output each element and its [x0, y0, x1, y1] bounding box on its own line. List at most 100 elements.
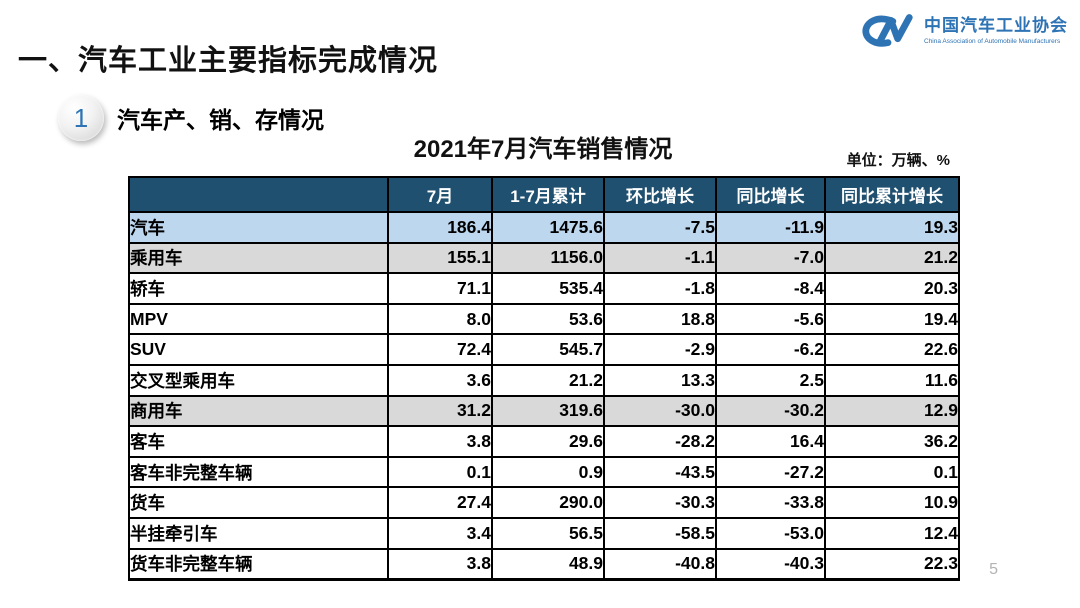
logo-name-en: China Association of Automobile Manufact… — [924, 37, 1061, 45]
table-row: 客车非完整车辆 0.1 0.9 -43.5 -27.2 0.1 — [128, 455, 960, 489]
row-value: -11.9 — [715, 211, 826, 244]
row-value: -30.3 — [603, 486, 717, 519]
row-value: -1.8 — [603, 272, 717, 305]
row-value: -58.5 — [603, 516, 717, 550]
row-value: 1156.0 — [491, 241, 605, 275]
row-value: 19.3 — [824, 211, 960, 244]
row-value: 10.9 — [824, 486, 960, 519]
table-row: 乘用车 155.1 1156.0 -1.1 -7.0 21.2 — [128, 241, 960, 275]
row-value: -53.0 — [715, 516, 826, 550]
row-value: 16.4 — [715, 425, 826, 458]
col-header-category — [128, 176, 389, 213]
row-value: 3.4 — [387, 516, 493, 550]
row-value: 36.2 — [824, 425, 960, 458]
row-value: 0.1 — [387, 455, 493, 489]
row-value: 27.4 — [387, 486, 493, 519]
row-label: 商用车 — [128, 394, 389, 428]
row-value: 21.2 — [491, 363, 605, 397]
section-number-badge: 1 — [58, 95, 104, 142]
row-value: -30.2 — [715, 394, 826, 428]
row-value: -40.3 — [715, 547, 826, 582]
logo-name-zh: 中国汽车工业协会 — [924, 16, 1068, 36]
row-value: 3.8 — [387, 547, 493, 582]
row-value: 8.0 — [387, 302, 493, 336]
unit-note: 单位：万辆、% — [846, 152, 950, 169]
table-row: 轿车 71.1 535.4 -1.8 -8.4 20.3 — [128, 272, 960, 305]
row-value: 48.9 — [491, 547, 605, 582]
table-row: SUV 72.4 545.7 -2.9 -6.2 22.6 — [128, 333, 960, 366]
row-value: 22.6 — [824, 333, 960, 366]
row-value: 22.3 — [824, 547, 960, 582]
table-row: 货车非完整车辆 3.8 48.9 -40.8 -40.3 22.3 — [128, 547, 960, 582]
row-value: -8.4 — [715, 272, 826, 305]
row-value: -40.8 — [603, 547, 717, 582]
table-row: MPV 8.0 53.6 18.8 -5.6 19.4 — [128, 302, 960, 336]
table-row: 商用车 31.2 319.6 -30.0 -30.2 12.9 — [128, 394, 960, 428]
row-value: 29.6 — [491, 425, 605, 458]
row-value: 12.9 — [824, 394, 960, 428]
row-value: -27.2 — [715, 455, 826, 489]
row-value: 18.8 — [603, 302, 717, 336]
row-label: 汽车 — [128, 211, 389, 244]
row-value: 545.7 — [491, 333, 605, 366]
row-value: 31.2 — [387, 394, 493, 428]
row-label: 乘用车 — [128, 241, 389, 275]
row-label: 半挂牵引车 — [128, 516, 389, 550]
row-value: 20.3 — [824, 272, 960, 305]
table-title: 2021年7月汽车销售情况 — [413, 136, 673, 163]
row-value: 3.8 — [387, 425, 493, 458]
row-value: 155.1 — [387, 241, 493, 275]
row-value: 72.4 — [387, 333, 493, 366]
row-value: 0.9 — [491, 455, 605, 489]
row-value: 19.4 — [824, 302, 960, 336]
row-label: 客车 — [128, 425, 389, 458]
section-title: 汽车产、销、存情况 — [117, 107, 324, 134]
cama-logo-icon — [862, 14, 913, 47]
page-number: 5 — [989, 561, 998, 578]
row-value: 1475.6 — [491, 211, 605, 244]
row-value: 2.5 — [715, 363, 826, 397]
page-title: 一、汽车工业主要指标完成情况 — [18, 45, 439, 78]
col-header-yoy-cum-growth: 同比累计增长 — [824, 176, 960, 213]
row-label: 客车非完整车辆 — [128, 455, 389, 489]
org-logo: 中国汽车工业协会 China Association of Automobile… — [859, 12, 1068, 50]
col-header-july: 7月 — [387, 176, 493, 213]
row-label: 货车非完整车辆 — [128, 547, 389, 582]
row-value: -43.5 — [603, 455, 717, 489]
table-row: 汽车 186.4 1475.6 -7.5 -11.9 19.3 — [128, 211, 960, 244]
table-row: 交叉型乘用车 3.6 21.2 13.3 2.5 11.6 — [128, 363, 960, 397]
row-label: 轿车 — [128, 272, 389, 305]
row-label: 交叉型乘用车 — [128, 363, 389, 397]
col-header-jan-july-total: 1-7月累计 — [491, 176, 605, 213]
row-value: -28.2 — [603, 425, 717, 458]
row-value: 290.0 — [491, 486, 605, 519]
table-row: 客车 3.8 29.6 -28.2 16.4 36.2 — [128, 425, 960, 458]
row-value: 186.4 — [387, 211, 493, 244]
row-value: -7.0 — [715, 241, 826, 275]
row-value: 319.6 — [491, 394, 605, 428]
row-value: -5.6 — [715, 302, 826, 336]
sales-table-body: 汽车 186.4 1475.6 -7.5 -11.9 19.3 乘用车 155.1 1156.0… — [128, 211, 960, 582]
row-value: 3.6 — [387, 363, 493, 397]
row-value: 53.6 — [491, 302, 605, 336]
table-header-row: 7月 1-7月累计 环比增长 同比增长 同比累计增长 — [128, 176, 960, 213]
row-value: 12.4 — [824, 516, 960, 550]
row-label: SUV — [128, 333, 389, 366]
row-value: 535.4 — [491, 272, 605, 305]
row-label: 货车 — [128, 486, 389, 519]
row-value: -30.0 — [603, 394, 717, 428]
col-header-mom-growth: 环比增长 — [603, 176, 717, 213]
row-value: 56.5 — [491, 516, 605, 550]
row-value: 71.1 — [387, 272, 493, 305]
row-value: 13.3 — [603, 363, 717, 397]
col-header-yoy-growth: 同比增长 — [715, 176, 826, 213]
row-value: -6.2 — [715, 333, 826, 366]
row-value: -7.5 — [603, 211, 717, 244]
row-value: -1.1 — [603, 241, 717, 275]
section-heading: 1 汽车产、销、存情况 — [58, 82, 324, 154]
row-value: 0.1 — [824, 455, 960, 489]
row-value: -33.8 — [715, 486, 826, 519]
sales-table: 7月 1-7月累计 环比增长 同比增长 同比累计增长 汽车 186.4 1475.6… — [128, 176, 960, 582]
row-value: 21.2 — [824, 241, 960, 275]
row-label: MPV — [128, 302, 389, 336]
